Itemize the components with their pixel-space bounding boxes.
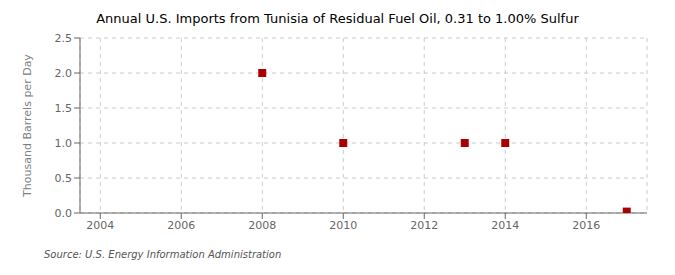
svg-text:1.0: 1.0 [55,137,73,150]
svg-text:2010: 2010 [329,219,357,232]
svg-text:2012: 2012 [410,219,438,232]
html-text:Source: U.S. Energy Informatio: Source: U.S. Energy Information Administ… [44,249,282,260]
svg-text:2006: 2006 [167,219,195,232]
svg-text:2014: 2014 [491,219,519,232]
html-text:Annual U.S. Imports from Tunis: Annual U.S. Imports from Tunisia of Resi… [96,11,579,26]
svg-text:1.5: 1.5 [55,102,73,115]
svg-text:Thousand Barrels per Day: Thousand Barrels per Day [21,54,34,198]
svg-text:2004: 2004 [86,219,114,232]
svg-text:2016: 2016 [572,219,600,232]
svg-text:0.0: 0.0 [55,207,73,220]
svg-text:2.0: 2.0 [55,67,73,80]
svg-text:0.5: 0.5 [55,172,73,185]
svg-text:2008: 2008 [248,219,276,232]
svg-text:2.5: 2.5 [55,32,73,45]
